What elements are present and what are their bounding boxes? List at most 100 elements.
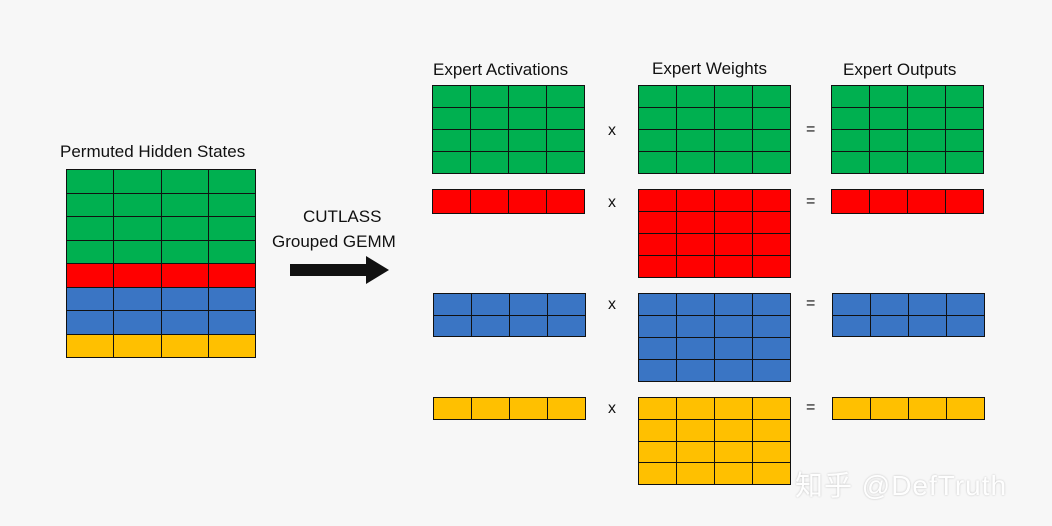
- activation-cell: [509, 86, 546, 107]
- output-cell: [947, 398, 984, 419]
- output-cell: [909, 315, 946, 336]
- output-cell: [832, 190, 869, 213]
- output-cell: [832, 86, 869, 107]
- hidden-state-cell: [67, 264, 114, 287]
- hidden-state-cell: [208, 287, 255, 310]
- weight-cell: [677, 86, 714, 107]
- output-cell: [870, 108, 907, 129]
- weight-cell: [753, 463, 790, 484]
- weight-cell: [715, 108, 752, 129]
- hidden-state-cell: [67, 217, 114, 240]
- weight-cell: [715, 212, 752, 233]
- expert-output-matrix-red: [831, 189, 984, 214]
- hidden-state-cell: [208, 311, 255, 334]
- output-cell: [871, 294, 908, 315]
- weight-cell: [753, 108, 790, 129]
- weight-cell: [639, 419, 676, 441]
- hidden-state-cell: [67, 334, 114, 357]
- expert-weight-matrix-green: [638, 85, 791, 174]
- weight-cell: [715, 398, 752, 419]
- activation-cell: [471, 108, 508, 129]
- weight-cell: [639, 398, 676, 419]
- output-cell: [833, 315, 870, 336]
- hidden-state-cell: [114, 311, 161, 334]
- output-cell: [947, 315, 984, 336]
- permuted-hidden-states-title: Permuted Hidden States: [60, 142, 246, 161]
- expert-weight-matrix-red: [638, 189, 791, 278]
- weight-cell: [677, 212, 714, 233]
- activation-cell: [548, 315, 585, 336]
- output-cell: [871, 398, 908, 419]
- activation-cell: [434, 398, 471, 419]
- multiply-sign: x: [608, 400, 616, 417]
- weight-cell: [715, 360, 752, 381]
- hidden-state-cell: [114, 217, 161, 240]
- weight-cell: [639, 316, 676, 337]
- activation-cell: [547, 190, 584, 213]
- weight-cell: [753, 190, 790, 211]
- weight-cell: [753, 316, 790, 337]
- expert-output-matrix-blue: [832, 293, 985, 337]
- weight-cell: [715, 338, 752, 359]
- weight-cell: [715, 234, 752, 255]
- activation-cell: [433, 152, 470, 173]
- output-cell: [946, 152, 983, 173]
- permuted-hidden-states-matrix: [66, 169, 256, 358]
- weight-cell: [639, 212, 676, 233]
- weight-cell: [753, 338, 790, 359]
- activation-cell: [471, 190, 508, 213]
- weight-cell: [677, 130, 714, 151]
- weight-cell: [677, 108, 714, 129]
- weight-cell: [677, 152, 714, 173]
- activation-cell: [471, 130, 508, 151]
- output-cell: [832, 152, 869, 173]
- weight-cell: [677, 316, 714, 337]
- weight-cell: [753, 294, 790, 315]
- equals-sign: =: [806, 399, 816, 416]
- hidden-state-cell: [208, 193, 255, 216]
- activation-cell: [548, 398, 585, 419]
- hidden-state-cell: [161, 217, 208, 240]
- weight-cell: [639, 338, 676, 359]
- weight-cell: [639, 256, 676, 277]
- weight-cell: [753, 441, 790, 463]
- output-cell: [908, 108, 945, 129]
- activation-cell: [547, 152, 584, 173]
- activation-cell: [472, 315, 509, 336]
- output-cell: [833, 294, 870, 315]
- activation-cell: [471, 152, 508, 173]
- weight-cell: [753, 212, 790, 233]
- cutlass-label: CUTLASS: [303, 207, 382, 226]
- weight-cell: [753, 86, 790, 107]
- multiply-sign: x: [608, 296, 616, 313]
- weight-cell: [677, 398, 714, 419]
- weight-cell: [715, 256, 752, 277]
- expert-outputs-title: Expert Outputs: [843, 60, 957, 79]
- output-cell: [908, 130, 945, 151]
- hidden-state-cell: [161, 334, 208, 357]
- weight-cell: [677, 419, 714, 441]
- weight-cell: [639, 360, 676, 381]
- activation-cell: [434, 294, 471, 315]
- hidden-state-cell: [114, 193, 161, 216]
- watermark: 知乎 @DefTruth: [795, 470, 1008, 501]
- weight-cell: [639, 108, 676, 129]
- hidden-state-cell: [114, 240, 161, 263]
- hidden-state-cell: [161, 287, 208, 310]
- expert-weight-matrix-blue: [638, 293, 791, 382]
- weight-cell: [639, 130, 676, 151]
- weight-cell: [677, 234, 714, 255]
- weight-cell: [715, 152, 752, 173]
- weight-cell: [715, 130, 752, 151]
- hidden-state-cell: [161, 311, 208, 334]
- hidden-state-cell: [114, 287, 161, 310]
- multiply-sign: x: [608, 122, 616, 139]
- equals-sign: =: [806, 121, 816, 138]
- hidden-state-cell: [67, 311, 114, 334]
- expert-weight-matrix-yellow: [638, 397, 791, 485]
- output-cell: [908, 190, 945, 213]
- weight-cell: [677, 338, 714, 359]
- multiply-sign: x: [608, 194, 616, 211]
- weight-cell: [677, 256, 714, 277]
- weight-cell: [639, 234, 676, 255]
